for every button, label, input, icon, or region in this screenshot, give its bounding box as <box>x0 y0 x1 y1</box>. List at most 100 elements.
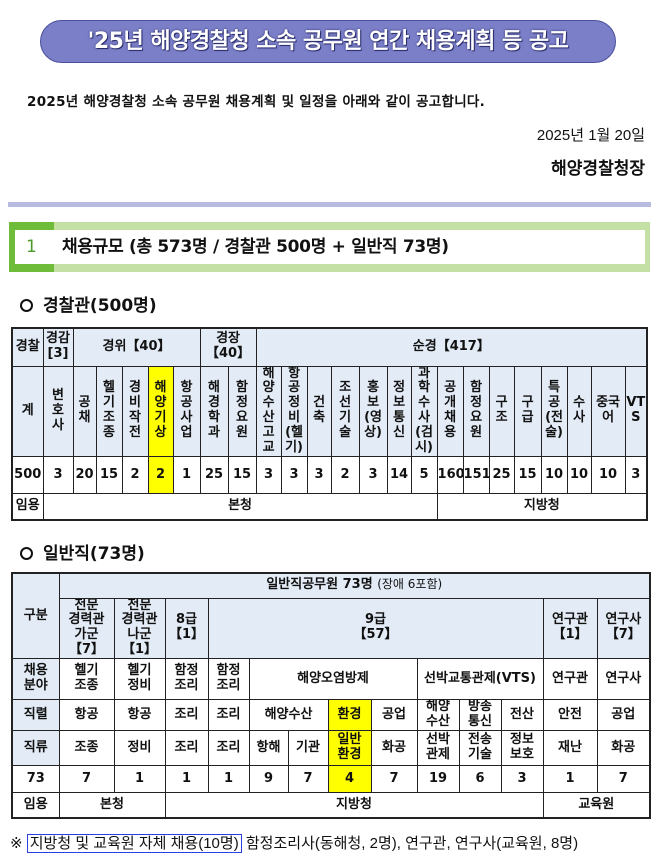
count-cell: 6 <box>458 765 502 794</box>
field-cell: 선박교통관제(VTS) <box>416 658 544 701</box>
appoint-label: 임용 <box>11 792 60 819</box>
class-cell: 화공 <box>596 730 651 767</box>
appoint-hq: 본청 <box>58 792 166 819</box>
count-row: 73 7 1 1 1 9 7 4 7 19 6 3 1 7 <box>11 765 651 794</box>
class-cell: 조리 <box>207 730 250 767</box>
police-heading-text: 경찰관(500명) <box>43 296 157 316</box>
class-cell: 선박 관제 <box>416 730 460 767</box>
series-cell-highlighted: 환경 <box>327 699 372 732</box>
count-cell-highlighted: 4 <box>327 765 372 794</box>
general-table: 구분 일반직공무원 73명 (장애 6포함) 전문 경력관 가군 【7】 전문 … <box>11 572 652 819</box>
field-cell: 해 경 학 과 <box>199 365 229 458</box>
rank-gyeonggam: 경감 [3] <box>42 327 74 367</box>
count-cell: 2 <box>121 456 149 495</box>
count-cell: 160 <box>436 456 464 495</box>
count-cell: 5 <box>410 456 438 495</box>
series-cell: 안전 <box>542 699 598 732</box>
rank-row: 경찰 경감 [3] 경위【40】 경장【40】 순경【417】 <box>11 327 648 367</box>
series-cell: 공업 <box>370 699 418 732</box>
count-cell: 15 <box>513 456 542 495</box>
total-label: 계 <box>11 365 44 458</box>
count-cell: 7 <box>287 765 329 794</box>
notice-date: 2025년 1월 20일 <box>536 127 645 144</box>
count-row: 500 3 20 15 2 2 1 25 15 3 3 3 2 3 14 5 1… <box>11 456 648 495</box>
count-cell: 2 <box>330 456 360 495</box>
field-cell: 함정 조리 <box>164 658 209 701</box>
appoint-label: 임용 <box>11 493 44 521</box>
series-cell: 공업 <box>596 699 651 732</box>
count-cell: 3 <box>280 456 308 495</box>
count-cell: 1 <box>207 765 250 794</box>
count-cell: 1 <box>542 765 598 794</box>
category-label: 구분 <box>11 572 60 660</box>
police-heading: 경찰관(500명) <box>20 291 157 316</box>
field-cell: 헬 기 조 종 <box>95 365 123 458</box>
count-cell: 10 <box>590 456 626 495</box>
field-cell: 중국 어 <box>590 365 626 458</box>
appoint-row: 임용 본청 지방청 <box>11 493 648 521</box>
count-cell: 1 <box>172 456 201 495</box>
rank-sungyeong: 순경【417】 <box>255 327 648 367</box>
field-cell: 조 선 기 술 <box>330 365 360 458</box>
footnote-boxed-text: 지방청 및 교육원 자체 채용(10명) <box>26 834 242 853</box>
section-header-box <box>9 222 650 272</box>
section-title: 채용규모 (총 573명 / 경찰관 500명 + 일반직 73명) <box>62 237 449 257</box>
footnote: ※ 지방청 및 교육원 자체 채용(10명) 함정조리사(동해청, 2명), 연… <box>10 832 578 853</box>
series-cell: 항공 <box>113 699 166 732</box>
class-cell: 전송 기술 <box>458 730 502 767</box>
field-cell: 경 비 작 전 <box>121 365 149 458</box>
count-cell: 7 <box>370 765 418 794</box>
group-row: 구분 일반직공무원 73명 (장애 6포함) <box>11 572 651 660</box>
field-cell: 헬기 정비 <box>113 658 166 701</box>
group-title-cell: 일반직공무원 73명 (장애 6포함) <box>58 572 651 599</box>
field-cell: 정 보 통 신 <box>386 365 412 458</box>
class-cell: 조종 <box>58 730 115 767</box>
class-cell: 항해 <box>248 730 289 767</box>
field-cell: 과 학 수 사 (검 시) <box>410 365 438 458</box>
count-cell: 3 <box>42 456 74 495</box>
corner-label: 경찰 <box>11 327 44 367</box>
field-cell: 구 급 <box>513 365 542 458</box>
field-cell: 함정 조리 <box>207 658 250 701</box>
general-heading: 일반직(73명) <box>20 539 145 564</box>
general-heading-text: 일반직(73명) <box>43 544 145 564</box>
grade-row: 전문 경력관 가군 【7】 전문 경력관 나군 【1】 8급 【1】 9급 【5… <box>12 597 651 660</box>
field-row: 채용 분야 헬기 조종 헬기 정비 함정 조리 함정 조리 해양오염방제 선박교… <box>11 658 651 701</box>
total-count: 500 <box>11 456 44 495</box>
count-cell: 15 <box>227 456 257 495</box>
field-label: 채용 분야 <box>11 658 60 701</box>
field-cell: VT S <box>624 365 648 458</box>
count-cell: 7 <box>596 765 651 794</box>
series-cell: 해양 수산 <box>416 699 460 732</box>
field-cell: 항 공 정 비 (헬 기) <box>280 365 308 458</box>
count-cell: 3 <box>358 456 388 495</box>
footnote-mark: ※ <box>10 835 23 852</box>
field-cell: 연구사 <box>596 658 651 701</box>
grade-cell: 8급 【1】 <box>164 597 209 660</box>
count-cell: 25 <box>199 456 229 495</box>
count-cell: 14 <box>386 456 412 495</box>
field-cell: 해 양 수 산 고 교 <box>255 365 282 458</box>
class-row: 직류 조종 정비 조리 조리 항해 기관 일반 환경 화공 선박 관제 전송 기… <box>11 730 651 767</box>
field-cell: 함 정 요 원 <box>227 365 257 458</box>
series-row: 직렬 항공 항공 조리 조리 해양수산 환경 공업 해양 수산 방송 통신 전산… <box>11 699 651 732</box>
field-cell: 변 호 사 <box>42 365 74 458</box>
field-cell-highlighted: 해 양 기 상 <box>147 365 174 458</box>
rank-gyeongjang: 경장【40】 <box>199 327 257 367</box>
grade-cell: 전문 경력관 가군 【7】 <box>58 597 115 660</box>
count-cell: 1 <box>113 765 166 794</box>
field-cell: 해양오염방제 <box>248 658 418 701</box>
class-cell-highlighted: 일반 환경 <box>327 730 372 767</box>
count-cell: 10 <box>540 456 568 495</box>
count-cell: 10 <box>566 456 592 495</box>
police-table: 경찰 경감 [3] 경위【40】 경장【40】 순경【417】 계 변 호 사 … <box>11 327 649 521</box>
group-title: 일반직공무원 73명 <box>266 577 373 593</box>
appoint-academy: 교육원 <box>542 792 651 819</box>
count-cell: 3 <box>306 456 332 495</box>
appoint-regional: 지방청 <box>164 792 544 819</box>
count-cell: 151 <box>462 456 490 495</box>
series-cell: 조리 <box>164 699 209 732</box>
field-cell: 공 채 <box>72 365 97 458</box>
class-cell: 조리 <box>164 730 209 767</box>
total-count: 73 <box>11 765 60 794</box>
